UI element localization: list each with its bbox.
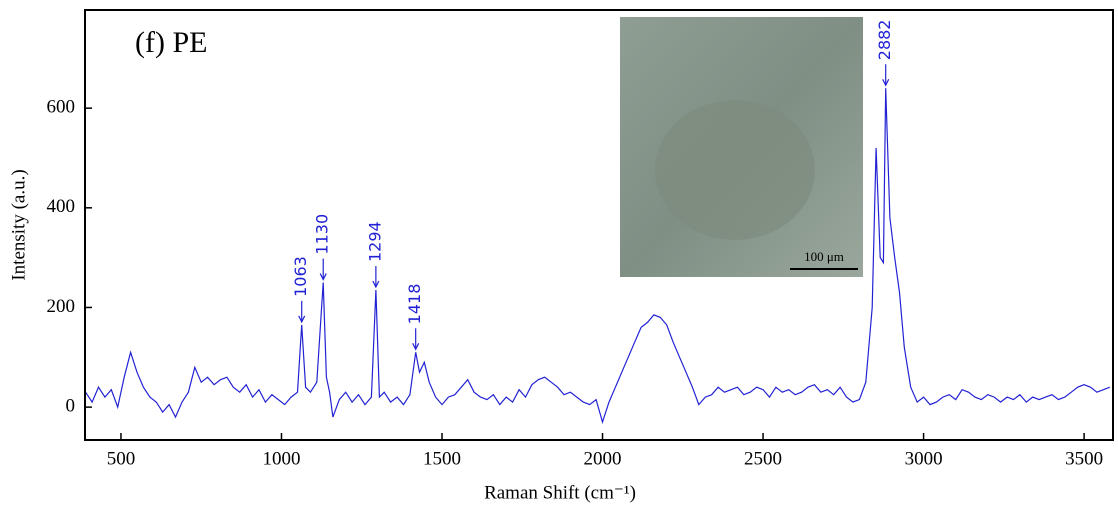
y-tick-label: 200 bbox=[47, 296, 76, 317]
y-tick-label: 600 bbox=[47, 97, 76, 118]
y-tick-label: 0 bbox=[66, 395, 76, 416]
annotation-arrowhead bbox=[372, 280, 380, 289]
annotation-label: 1294 bbox=[365, 221, 384, 262]
inset-particle bbox=[655, 100, 815, 240]
y-axis-label: Intensity (a.u.) bbox=[8, 169, 29, 280]
annotation-label: 2882 bbox=[875, 20, 894, 61]
x-tick-label: 3000 bbox=[905, 448, 943, 469]
y-tick-label: 400 bbox=[47, 196, 76, 217]
annotation-label: 1418 bbox=[405, 284, 424, 325]
x-tick-label: 500 bbox=[107, 448, 136, 469]
spectrum-line bbox=[85, 88, 1111, 425]
annotation-label: 1063 bbox=[291, 256, 310, 297]
annotation-arrowhead bbox=[298, 315, 306, 324]
x-tick-label: 1500 bbox=[423, 448, 461, 469]
scale-label: 100 μm bbox=[804, 249, 844, 264]
annotation-arrowhead bbox=[319, 273, 327, 281]
chart-title: (f) PE bbox=[135, 26, 207, 59]
x-tick-label: 2000 bbox=[584, 448, 622, 469]
plot-frame bbox=[84, 9, 1114, 441]
x-axis-label: Raman Shift (cm⁻¹) bbox=[484, 482, 636, 503]
annotation-label: 1130 bbox=[313, 214, 332, 255]
annotation-arrowhead bbox=[412, 343, 420, 351]
x-tick-label: 3500 bbox=[1065, 448, 1103, 469]
x-tick-label: 1000 bbox=[262, 448, 300, 469]
annotation-arrowhead bbox=[882, 78, 890, 87]
x-tick-label: 2500 bbox=[744, 448, 782, 469]
